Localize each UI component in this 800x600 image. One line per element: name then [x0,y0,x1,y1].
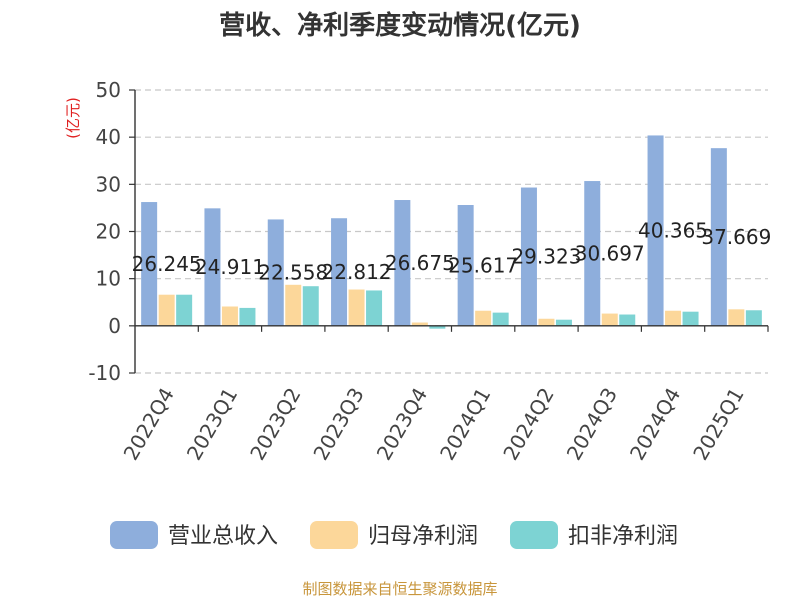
data-label: 29.323 [511,245,581,269]
bar [619,314,636,326]
legend-swatch [110,521,158,549]
y-tick-label: 40 [96,125,121,149]
bar [348,289,365,326]
bar [285,284,302,326]
x-tick-label: 2023Q3 [308,384,368,465]
bar [710,148,727,326]
bar [555,319,572,326]
x-tick-label: 2025Q1 [688,384,748,465]
data-label: 24.911 [195,255,265,279]
data-label: 26.245 [132,252,202,276]
legend: 营业总收入 归母净利润 扣非净利润 [110,521,678,549]
bar [601,313,618,326]
x-tick-label: 2023Q4 [372,384,432,465]
y-tick-label: 30 [96,172,121,196]
y-tick-label: 50 [96,78,121,102]
bar [475,310,492,326]
bar [682,311,699,326]
bar [520,187,537,326]
data-labels: 26.24524.91122.55822.81226.67525.61729.3… [132,219,772,285]
x-tick-label: 2023Q2 [245,384,305,465]
y-tick-label: -10 [88,361,121,385]
x-tick-label: 2024Q2 [498,384,558,465]
data-label: 37.669 [701,225,771,249]
bars [141,135,762,329]
bar [538,318,555,326]
bar [429,325,446,329]
y-tick-label: 10 [96,267,121,291]
data-label: 25.617 [448,253,518,277]
data-label: 26.675 [385,251,455,275]
bar [394,200,411,326]
data-label: 22.812 [322,260,392,284]
source-note: 制图数据来自恒生聚源数据库 [302,580,497,598]
bar [141,202,158,326]
bar [302,286,319,326]
bar [728,309,745,326]
bar [492,312,509,326]
legend-label: 扣非净利润 [568,524,678,549]
chart-title: 营收、净利季度变动情况(亿元) [219,10,581,41]
x-tick-label: 2023Q1 [182,384,242,465]
y-tick-label: 20 [96,220,121,244]
bar [158,294,175,326]
x-tick-label: 2024Q1 [435,384,495,465]
bar [239,307,256,326]
x-tick-label: 2022Q4 [119,384,179,465]
bar [204,208,221,326]
bar [647,135,664,326]
y-tick-label: 0 [108,314,121,338]
bar [267,219,284,326]
bar [221,306,238,326]
bar [331,218,348,326]
data-label: 22.558 [258,261,328,285]
legend-label: 营业总收入 [168,524,278,549]
bar [411,322,428,326]
legend-label: 归母净利润 [368,524,478,549]
x-tick-label: 2024Q4 [625,384,685,465]
x-tick-label: 2024Q3 [562,384,622,465]
bar [745,310,762,326]
bar [366,290,383,326]
unit-label: (亿元) [64,97,82,139]
bar [176,294,193,326]
data-label: 30.697 [575,241,645,265]
data-label: 40.365 [638,219,708,243]
legend-swatch [310,521,358,549]
legend-swatch [510,521,558,549]
bar [665,310,682,326]
bar [584,181,601,326]
bar [457,205,474,326]
